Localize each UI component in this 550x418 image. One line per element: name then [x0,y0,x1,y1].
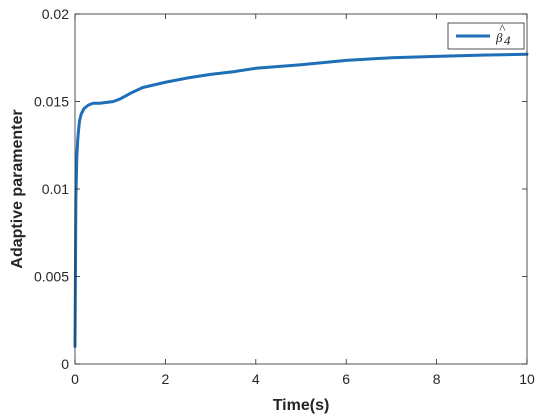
plot-area [75,14,527,364]
x-tick-label: 2 [162,371,170,387]
x-tick-label: 8 [433,371,441,387]
series-line-beta4 [73,52,529,348]
y-tick-label: 0.015 [34,94,69,110]
legend-label: β [495,30,503,45]
x-axis-ticks: 0 2 4 6 8 10 [71,14,535,387]
x-tick-label: 0 [71,371,79,387]
x-tick-label: 10 [519,371,535,387]
legend: ^ β 4 [447,21,525,50]
y-tick-label: 0.01 [42,181,69,197]
y-axis-ticks: 0 0.005 0.01 0.015 0.02 [34,6,527,372]
y-axis-label: Adaptive paramenter [9,109,26,268]
x-tick-label: 4 [252,371,260,387]
x-axis-label: Time(s) [273,397,330,414]
x-tick-label: 6 [342,371,350,387]
y-tick-label: 0.005 [34,269,69,285]
y-tick-label: 0 [61,356,69,372]
legend-subscript: 4 [504,33,511,48]
y-tick-label: 0.02 [42,6,69,22]
legend-hat: ^ [499,21,506,36]
